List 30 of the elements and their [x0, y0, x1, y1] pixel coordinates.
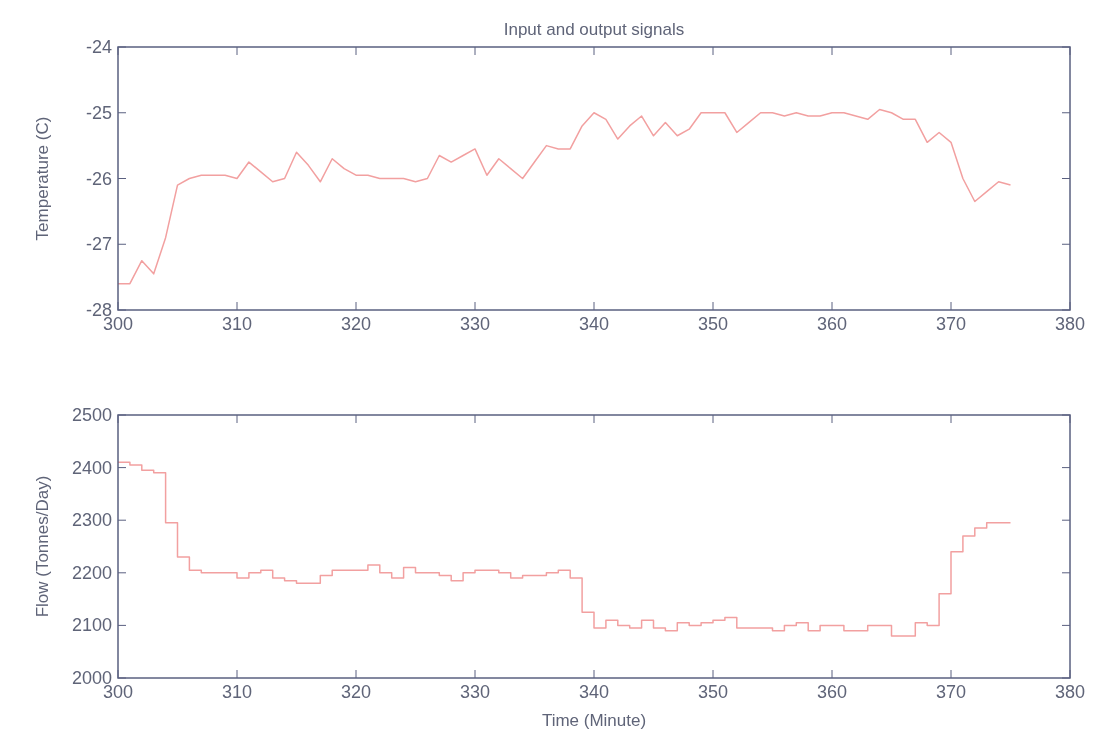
y-tick-label: 2300 [71, 510, 112, 531]
x-tick-label: 330 [459, 682, 491, 702]
x-tick-label: 380 [1054, 314, 1086, 334]
chart-title: Input and output signals [503, 20, 685, 39]
y-tick-label: -25 [85, 102, 112, 123]
x-tick-label: 360 [816, 682, 848, 702]
y-axis-title: Temperature (C) [33, 116, 52, 241]
x-tick-label: 370 [935, 314, 967, 334]
x-tick-label: 320 [340, 314, 372, 334]
x-tick-label: 320 [340, 682, 372, 702]
x-tick-label: 350 [697, 682, 729, 702]
y-tick-label: -27 [85, 234, 112, 255]
x-tick-label: 370 [935, 682, 967, 702]
y-axis-title: Flow (Tonnes/Day) [33, 475, 52, 618]
y-tick-label: 2500 [71, 405, 112, 425]
x-tick-label: 360 [816, 314, 848, 334]
x-tick-label: 310 [221, 314, 253, 334]
x-tick-label: 350 [697, 314, 729, 334]
x-tick-label: 380 [1054, 682, 1086, 702]
y-tick-label: -24 [85, 37, 112, 57]
x-axis-title: Time (Minute) [541, 711, 647, 730]
y-tick-label: 2200 [71, 562, 112, 583]
y-tick-label: -26 [85, 168, 112, 189]
x-tick-label: 340 [578, 314, 610, 334]
y-tick-label: 2400 [71, 457, 112, 478]
line-series [117, 108, 1012, 285]
x-tick-label: 330 [459, 314, 491, 334]
x-tick-label: 340 [578, 682, 610, 702]
x-tick-label: 310 [221, 682, 253, 702]
y-tick-label: 2100 [71, 615, 112, 636]
